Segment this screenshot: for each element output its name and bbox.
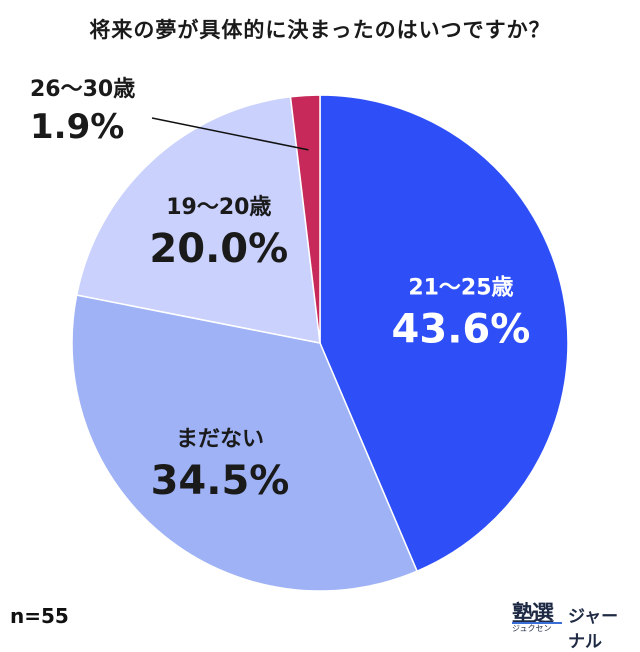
pie-slice-1 xyxy=(71,294,419,592)
sample-size: n=55 xyxy=(10,604,69,628)
brand-text: ジャーナル xyxy=(568,607,619,652)
leader-line-3 xyxy=(151,117,309,151)
pie-slice-2 xyxy=(75,95,321,344)
chart-title: 将来の夢が具体的に決まったのはいつですか？ xyxy=(89,18,551,42)
slice-value-label-0: 43.6% xyxy=(392,306,531,352)
slice-category-label-0: 21〜25歳 xyxy=(408,275,513,300)
pie-slice-0 xyxy=(319,94,569,573)
brand-sub: ジュクセン xyxy=(512,624,552,633)
brand-bar xyxy=(512,622,562,624)
slice-value-label-3: 1.9% xyxy=(30,107,124,147)
brand-logo: 塾選 ジュクセン ジャーナル xyxy=(512,596,634,652)
slice-value-label-1: 34.5% xyxy=(151,458,290,504)
pie-slice-3 xyxy=(289,94,321,344)
slice-category-label-3: 26〜30歳 xyxy=(30,77,135,102)
slice-category-label-1: まだない xyxy=(176,427,264,452)
slice-category-label-2: 19〜20歳 xyxy=(166,195,271,220)
slice-value-label-2: 20.0% xyxy=(149,226,288,272)
